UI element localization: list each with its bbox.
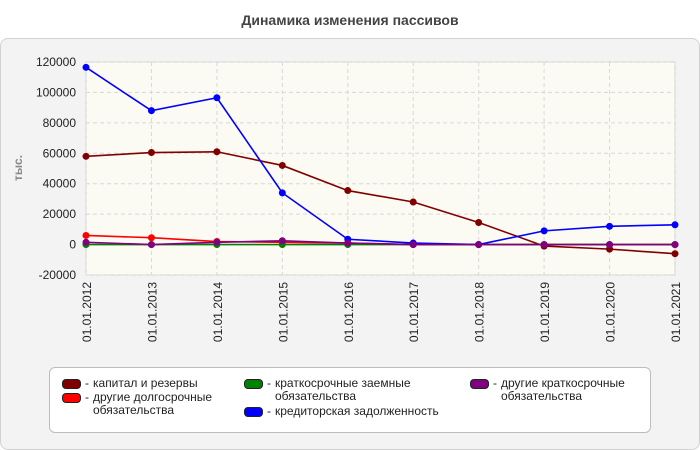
x-tick-label: 01.01.2014 [211,282,225,342]
data-point-3-2[interactable] [213,94,221,102]
legend-item-1[interactable]: - другие долгосрочные обязательства [62,391,258,417]
legend-label: другие краткосрочные обязательства [501,376,625,403]
data-point-0-0[interactable] [82,152,90,160]
y-axis: 120000 100000 80000 60000 40000 20000 0 -20000 [36,55,76,282]
y-tick-label: 0 [69,238,76,252]
x-tick-label: 01.01.2012 [80,282,94,342]
chart-title: Динамика изменения пассивов [241,12,459,28]
x-tick-label: 01.01.2017 [407,282,421,342]
data-point-4-5[interactable] [409,241,417,249]
y-tick-label: 100000 [36,85,76,99]
legend-dash: - [267,404,271,418]
data-point-0-3[interactable] [278,161,286,169]
legend-label: капитал и резервы [93,376,198,390]
data-point-4-7[interactable] [540,241,548,249]
data-point-1-0[interactable] [82,231,90,239]
data-point-0-2[interactable] [213,148,221,156]
legend-swatch [62,379,81,389]
legend-item-4[interactable]: - другие краткосрочные обязательства [470,377,666,403]
y-tick-label: 120000 [36,55,76,69]
legend-dash: - [85,390,89,404]
data-point-4-6[interactable] [475,241,483,249]
y-axis-label: тыс. [11,155,25,181]
legend-swatch [62,393,81,403]
x-tick-label: 01.01.2015 [276,282,290,342]
legend-swatch [244,407,263,417]
data-point-0-6[interactable] [475,219,483,227]
legend-label: кредиторская задолженность [275,404,439,418]
series-line-3 [85,66,676,246]
x-tick-label: 01.01.2013 [145,282,159,342]
data-point-3-8[interactable] [606,222,614,230]
data-point-0-1[interactable] [147,149,155,157]
data-point-4-0[interactable] [82,238,90,246]
legend-label: другие долгосрочные обязательства [93,390,213,417]
legend-dash: - [493,376,497,390]
y-tick-label: -20000 [39,268,77,282]
data-point-3-3[interactable] [278,189,286,197]
x-tick-label: 01.01.2020 [604,282,618,342]
legend-swatch [470,379,489,389]
data-point-3-0[interactable] [82,63,90,71]
x-axis: 01.01.2012 01.01.2013 01.01.2014 01.01.2015… [80,282,683,342]
data-point-4-4[interactable] [344,239,352,247]
x-tick-label: 01.01.2018 [473,282,487,342]
data-point-0-5[interactable] [409,198,417,206]
legend-dash: - [267,376,271,390]
x-tick-label: 01.01.2019 [538,282,552,342]
data-point-4-9[interactable] [671,241,679,249]
data-point-4-2[interactable] [213,238,221,246]
series-line-0 [85,150,676,255]
data-point-0-4[interactable] [344,187,352,195]
legend-dash: - [85,376,89,390]
data-point-1-1[interactable] [147,234,155,242]
data-point-3-1[interactable] [147,107,155,115]
y-tick-label: 80000 [43,116,77,130]
y-tick-label: 40000 [43,177,77,191]
data-point-4-1[interactable] [147,241,155,249]
legend-swatch [244,379,263,389]
y-tick-label: 20000 [43,207,77,221]
x-tick-label: 01.01.2016 [342,282,356,342]
x-tick-label: 01.01.2021 [669,282,683,342]
data-point-4-3[interactable] [278,237,286,245]
data-point-0-9[interactable] [671,250,679,258]
legend-item-3[interactable]: - кредиторская задолженность [244,405,440,418]
legend-label: краткосрочные заемные обязательства [275,376,411,403]
series-line-4 [85,239,675,246]
data-point-3-9[interactable] [671,221,679,229]
legend-item-2[interactable]: - краткосрочные заемные обязательства [244,377,440,403]
data-point-4-8[interactable] [606,241,614,249]
legend-item-0[interactable]: - капитал и резервы [62,377,258,390]
y-tick-label: 60000 [43,146,77,160]
data-point-3-7[interactable] [540,227,548,235]
chart-legend: - капитал и резервы - краткосрочные заемные… [49,367,651,433]
series-group [82,63,679,258]
